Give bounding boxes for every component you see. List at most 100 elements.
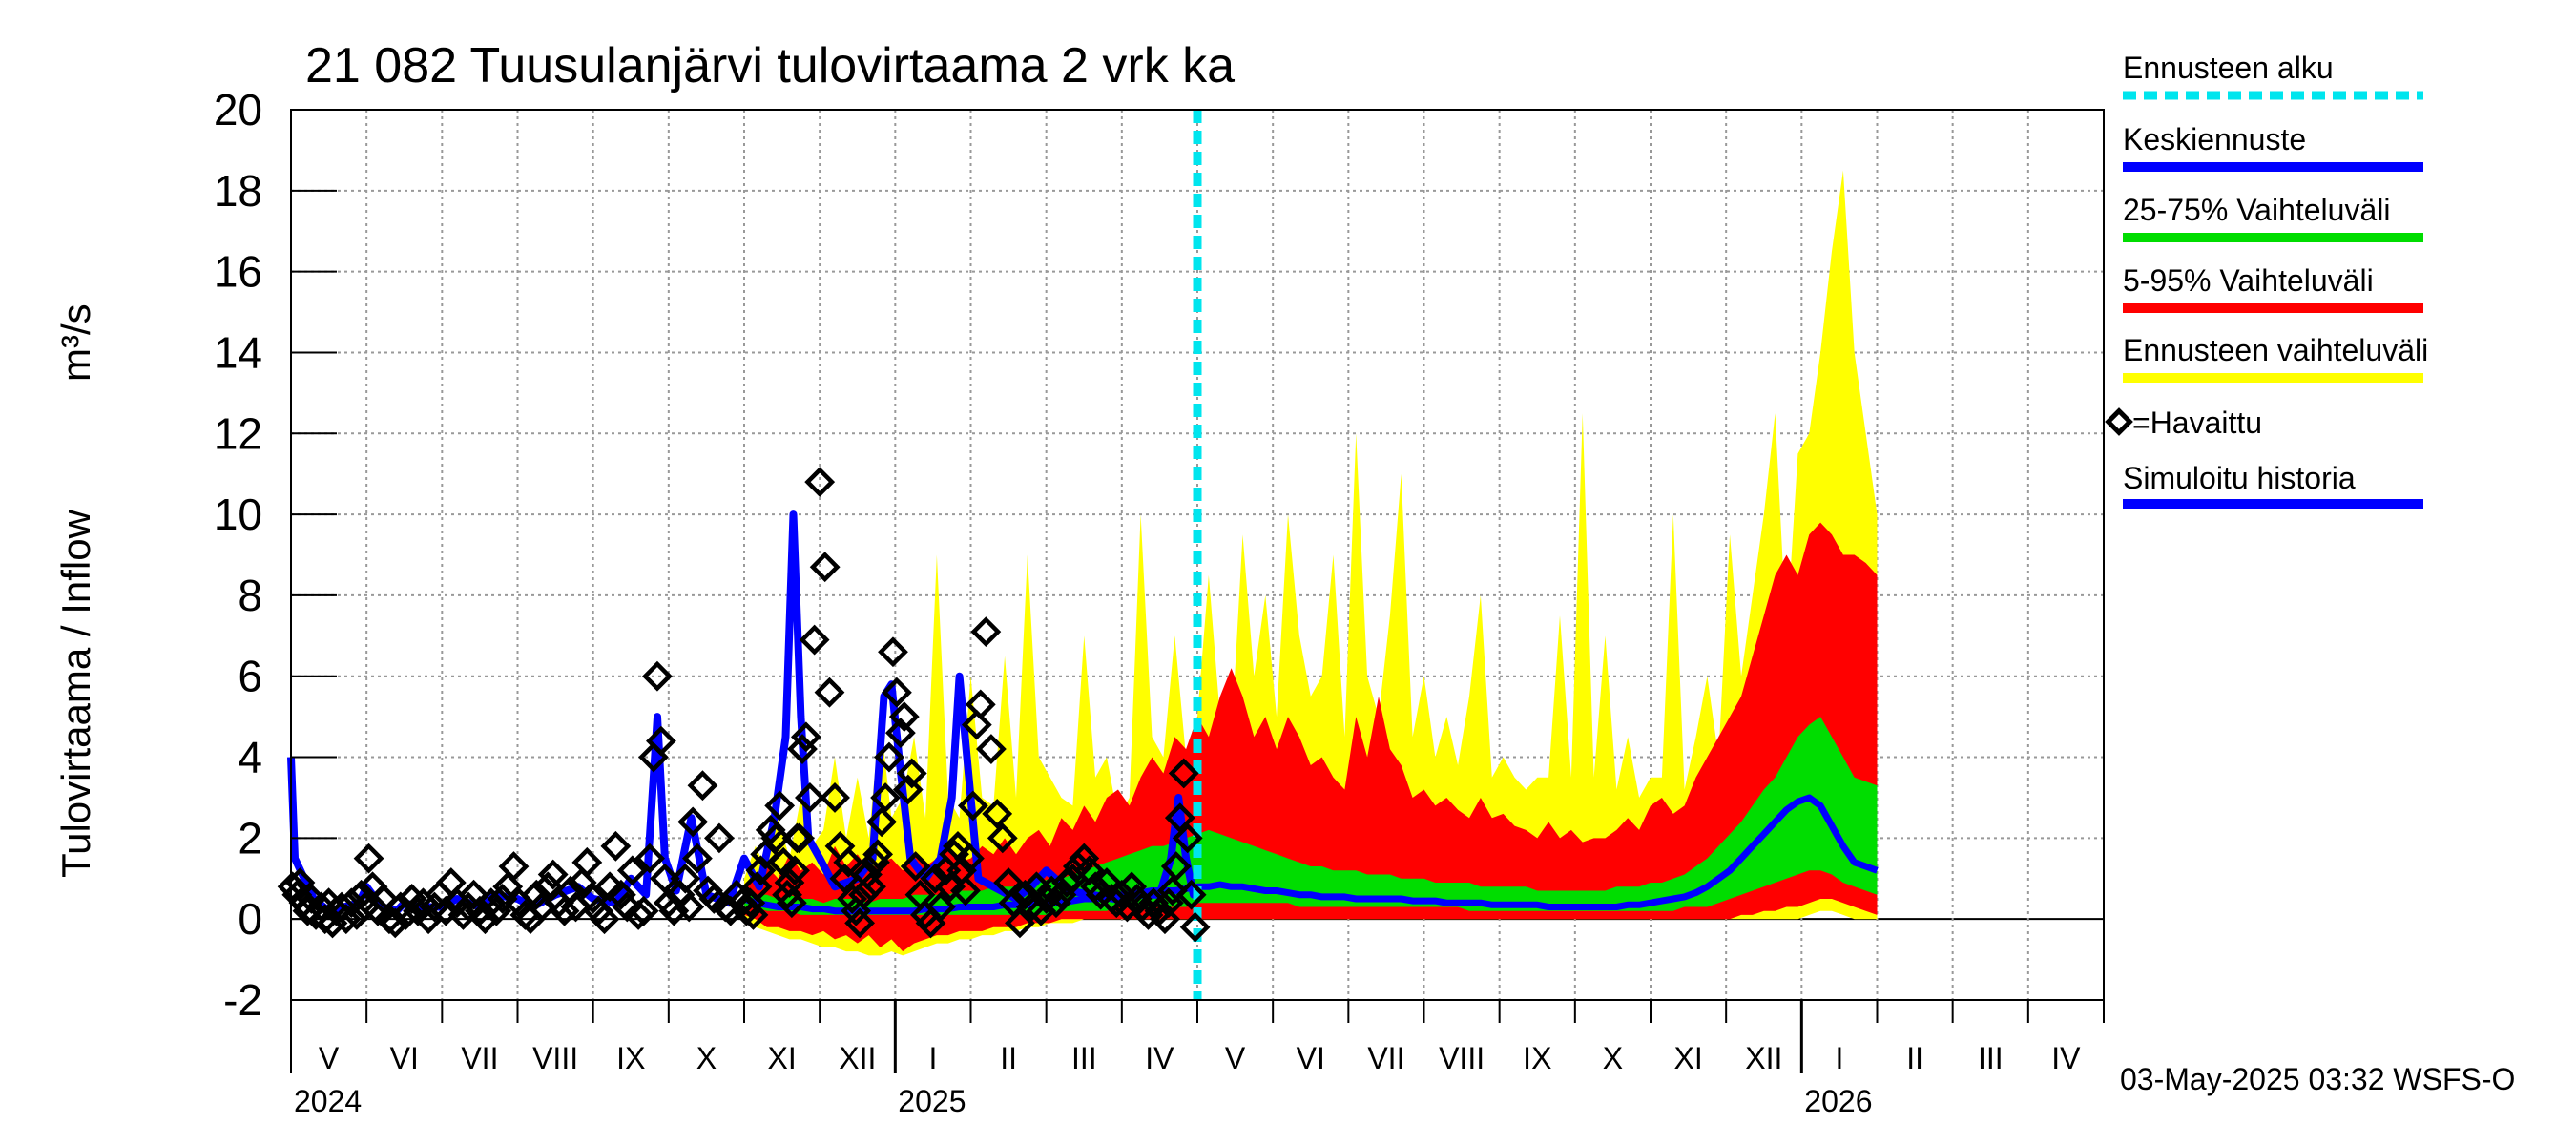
observed-point: [848, 879, 879, 910]
observed-point: [856, 871, 886, 903]
x-month-label: XI: [1673, 1041, 1702, 1075]
observed-point: [809, 552, 841, 583]
observed-point: [804, 467, 836, 498]
observed-point: [787, 734, 818, 764]
observed-point: [1172, 822, 1203, 854]
observed-point: [837, 884, 868, 914]
observed-point: [882, 677, 912, 708]
observed-point: [820, 782, 850, 813]
x-month-label: I: [1835, 1041, 1843, 1075]
observed-point: [982, 799, 1013, 829]
y-tick-label: 10: [214, 489, 262, 539]
observed-point: [790, 721, 821, 753]
observed-point: [776, 887, 807, 919]
observed-point: [703, 822, 735, 854]
x-month-label: II: [1906, 1041, 1923, 1075]
observed-point: [628, 895, 659, 926]
observed-point: [649, 863, 680, 894]
legend-label-5-95: 5-95% Vaihteluväli: [2123, 263, 2374, 298]
x-month-label: VII: [461, 1041, 498, 1075]
band-forecast-range: [744, 170, 1878, 956]
x-month-label: IX: [616, 1041, 645, 1075]
observed-point: [600, 830, 632, 862]
observed-point: [642, 660, 673, 692]
x-month-label: II: [1000, 1041, 1017, 1075]
observed-point: [950, 875, 981, 906]
x-month-label: IV: [1145, 1041, 1174, 1075]
observed-markers: [277, 467, 1211, 943]
legend: Ennusteen alku Keskiennuste 25-75% Vaiht…: [2105, 51, 2428, 509]
y-tick-label: 16: [214, 247, 262, 297]
observed-point: [760, 822, 792, 854]
x-month-label: IX: [1523, 1041, 1551, 1075]
x-month-label: III: [1978, 1041, 2004, 1075]
y-tick-label: 6: [238, 652, 262, 701]
observed-point: [1153, 887, 1184, 919]
observed-point: [862, 839, 894, 870]
observed-point: [795, 782, 825, 813]
observed-point: [606, 879, 636, 910]
x-month-label: VII: [1367, 1041, 1404, 1075]
observed-point: [1160, 851, 1192, 882]
observed-point: [670, 863, 701, 894]
observed-point: [419, 891, 450, 923]
x-month-label: IV: [2051, 1041, 2081, 1075]
y-tick-label: 8: [238, 571, 262, 620]
observed-point: [833, 846, 864, 878]
y-tick-label: 20: [214, 85, 262, 135]
y-axis-label: Tulovirtaama / Inflow: [53, 509, 98, 878]
observed-point: [954, 843, 985, 874]
observed-point: [975, 734, 1007, 764]
observed-point: [764, 790, 796, 822]
observed-point: [957, 790, 988, 822]
forecast-bands: [744, 170, 1878, 956]
footer-timestamp: 03-May-2025 03:32 WSFS-O: [2120, 1062, 2515, 1096]
observed-point: [888, 701, 920, 733]
x-month-label: VI: [1297, 1041, 1325, 1075]
observed-point: [799, 624, 830, 656]
observed-point: [453, 891, 484, 923]
x-month-label: VIII: [532, 1041, 578, 1075]
observed-point: [1005, 907, 1035, 939]
observed-point: [965, 689, 996, 720]
observed-point: [571, 846, 603, 878]
observed-point: [363, 895, 393, 926]
observed-point: [1179, 911, 1211, 943]
observed-point: [577, 884, 609, 914]
y-tick-label: 18: [214, 166, 262, 216]
x-month-label: XII: [1745, 1041, 1782, 1075]
observed-point: [844, 907, 876, 939]
observed-point: [970, 616, 1002, 648]
observed-point: [779, 855, 810, 886]
observed-point: [616, 855, 648, 886]
observed-point: [987, 822, 1018, 854]
observed-point: [1009, 879, 1041, 910]
legend-label-median: Keskiennuste: [2123, 122, 2306, 156]
observed-point: [896, 758, 927, 789]
y-tick-label: 12: [214, 408, 262, 458]
observed-point: [687, 770, 718, 802]
x-month-label: VIII: [1439, 1041, 1485, 1075]
x-month-label: XI: [767, 1041, 796, 1075]
observed-point: [1069, 843, 1100, 874]
observed-point: [924, 891, 956, 923]
observed-point: [498, 851, 530, 882]
observed-point: [870, 782, 901, 813]
legend-label-forecast-range: Ennusteen vaihteluväli: [2123, 333, 2428, 367]
observed-point: [313, 887, 344, 919]
y-tick-label: 2: [238, 813, 262, 863]
legend-label-simulated: Simuloitu historia: [2123, 461, 2356, 495]
band-5-95: [744, 522, 1878, 952]
observed-point: [481, 895, 512, 926]
observed-point: [537, 859, 569, 890]
observed-point: [1168, 758, 1199, 789]
observed-point: [353, 843, 384, 874]
x-year-label: 2026: [1804, 1084, 1872, 1118]
observed-point: [946, 855, 977, 886]
legend-swatch-25-75: [2123, 233, 2423, 242]
observed-point: [852, 859, 883, 890]
y-tick-label: 0: [238, 894, 262, 944]
observed-point: [1164, 802, 1195, 834]
band-25-75: [744, 717, 1878, 915]
